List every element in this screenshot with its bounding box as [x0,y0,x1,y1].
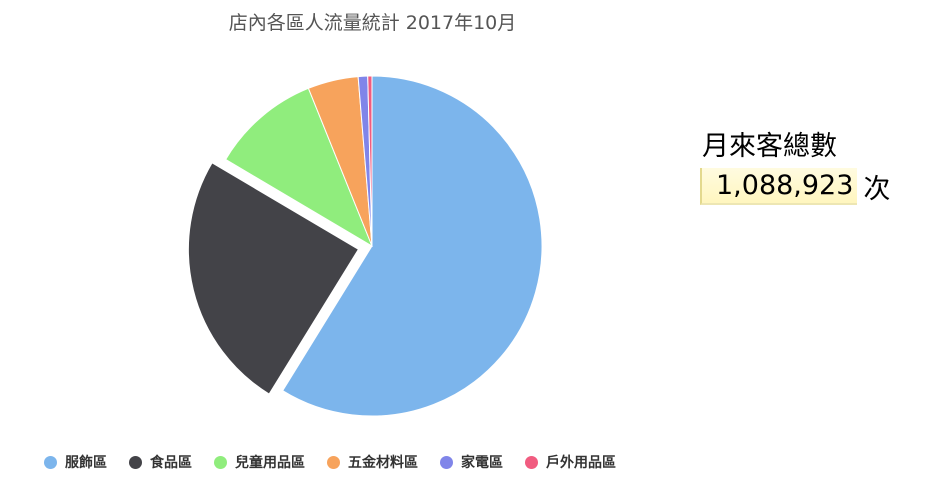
monthly-visitor-count: 1,088,923 [700,168,858,205]
chart-legend: 服飾區 食品區 兒童用品區 五金材料區 家電區 戶外用品區 [44,452,638,472]
legend-label: 五金材料區 [348,455,418,471]
legend-item-5[interactable]: 家電區 [440,452,503,472]
legend-marker [214,455,227,469]
legend-item-6[interactable]: 戶外用品區 [525,452,616,472]
legend-label: 家電區 [461,455,503,471]
legend-label: 兒童用品區 [235,455,305,471]
legend-item-1[interactable]: 服飾區 [44,452,107,472]
monthly-visitor-panel: 月來客總數 1,088,923 次 [700,124,890,206]
pie-slice-1[interactable] [282,75,543,417]
legend-item-4[interactable]: 五金材料區 [327,452,418,472]
legend-marker [327,455,340,469]
legend-label: 戶外用品區 [546,455,616,471]
legend-label: 食品區 [150,455,192,471]
pie-slice-2[interactable] [187,162,360,395]
monthly-visitor-heading: 月來客總數 [702,131,837,162]
pie-slice-6[interactable] [367,75,373,247]
legend-marker [440,455,453,469]
legend-marker [525,455,538,469]
chart-title: 店內各區人流量統計 2017年10月 [228,12,517,34]
legend-marker [44,455,57,469]
pie-slice-3[interactable] [224,87,374,248]
legend-item-2[interactable]: 食品區 [129,452,192,472]
monthly-visitor-unit: 次 [863,174,891,205]
monthly-visitor-row: 1,088,923 次 [700,167,890,206]
legend-marker [129,455,142,469]
legend-item-3[interactable]: 兒童用品區 [214,452,305,472]
legend-label: 服飾區 [65,455,107,471]
